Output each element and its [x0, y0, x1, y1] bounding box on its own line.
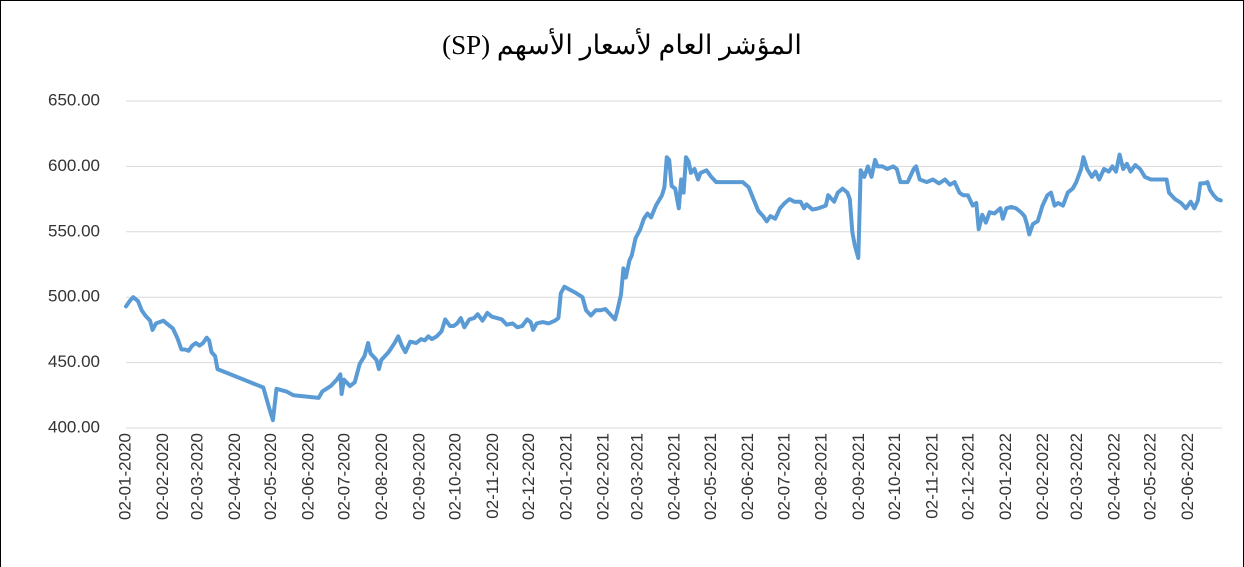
- y-tick-label: 550.00: [48, 221, 100, 240]
- x-tick-label: 02-09-2021: [849, 433, 868, 520]
- x-tick-label: 02-04-2022: [1104, 433, 1123, 520]
- x-tick-label: 02-02-2020: [153, 433, 172, 520]
- x-tick-label: 02-06-2020: [299, 433, 318, 520]
- x-tick-label: 02-04-2020: [225, 433, 244, 520]
- y-tick-label: 450.00: [48, 352, 100, 371]
- x-tick-label: 02-06-2021: [738, 433, 757, 520]
- y-tick-label: 500.00: [48, 287, 100, 306]
- x-tick-label: 02-01-2020: [115, 433, 134, 520]
- x-tick-label: 02-07-2020: [335, 433, 354, 520]
- x-tick-label: 02-05-2021: [701, 433, 720, 520]
- x-tick-label: 02-06-2022: [1178, 433, 1197, 520]
- x-tick-label: 02-10-2021: [885, 433, 904, 520]
- x-tick-label: 02-05-2020: [261, 433, 280, 520]
- x-tick-label: 02-09-2020: [409, 433, 428, 520]
- x-tick-label: 02-10-2020: [445, 433, 464, 520]
- x-tick-label: 02-08-2020: [372, 433, 391, 520]
- x-tick-label: 02-03-2022: [1067, 433, 1086, 520]
- chart-title: المؤشر العام لأسعار الأسهم (SP): [442, 28, 802, 61]
- y-tick-label: 600.00: [48, 156, 100, 175]
- x-tick-label: 02-12-2020: [519, 433, 538, 520]
- y-tick-label: 650.00: [48, 90, 100, 109]
- x-tick-label: 02-02-2021: [594, 433, 613, 520]
- x-tick-label: 02-07-2021: [774, 433, 793, 520]
- x-tick-label: 02-12-2021: [959, 433, 978, 520]
- x-tick-label: 02-11-2021: [922, 433, 941, 519]
- x-tick-label: 02-03-2020: [188, 433, 207, 520]
- x-tick-label: 02-05-2022: [1140, 433, 1159, 520]
- x-tick-label: 02-11-2020: [483, 433, 502, 519]
- x-tick-label: 02-03-2021: [627, 433, 646, 520]
- data-line: [124, 152, 1223, 423]
- x-tick-label: 02-04-2021: [665, 433, 684, 520]
- x-tick-label: 02-02-2022: [1033, 433, 1052, 520]
- y-tick-label: 400.00: [48, 417, 100, 436]
- x-tick-label: 02-01-2022: [996, 433, 1015, 520]
- x-tick-label: 02-01-2021: [556, 433, 575, 520]
- x-tick-label: 02-08-2021: [812, 433, 831, 520]
